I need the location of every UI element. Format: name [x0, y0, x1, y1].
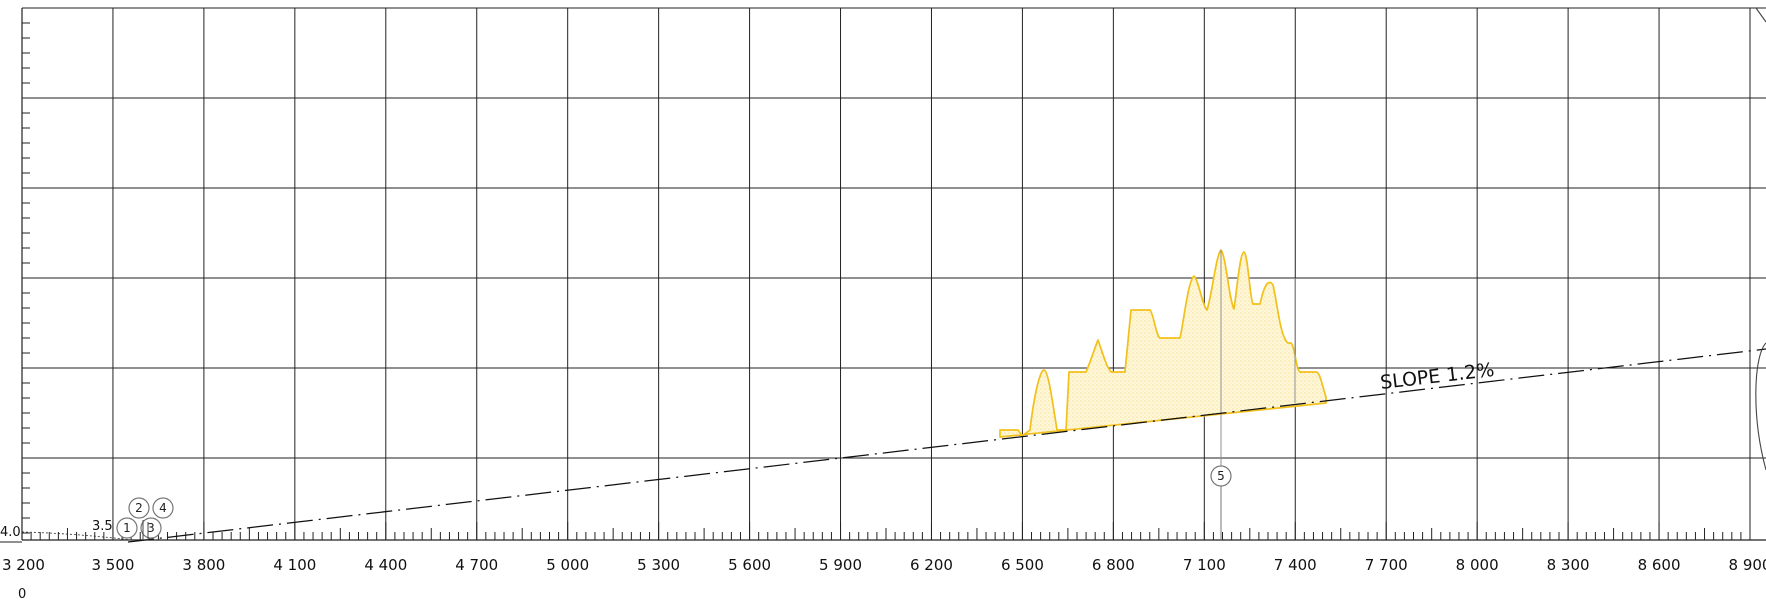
slope-line-group: SLOPE 1.2% [127, 348, 1766, 543]
right-edge-line [1755, 7, 1766, 23]
bottom-left-zero-label: 0 [18, 587, 26, 602]
right-edge-decor [1755, 7, 1766, 471]
callout-marker: 1 [116, 517, 138, 539]
x-tick-label: 6 800 [1092, 556, 1135, 574]
slope-label: SLOPE 1.2% [1379, 359, 1495, 394]
x-tick-label: 6 200 [910, 556, 953, 574]
x-tick-label: 5 000 [546, 556, 589, 574]
x-tick-label: 5 900 [819, 556, 862, 574]
x-tick-label: 7 700 [1365, 556, 1408, 574]
x-tick-label: 5 600 [728, 556, 771, 574]
left-curve-guide [21, 531, 141, 542]
callout-marker: 2 [128, 497, 150, 519]
callout-circle [140, 517, 162, 539]
x-tick-labels: 3 200 3 500 3 800 4 100 4 400 4 700 5 000 5 300… [2, 556, 1766, 574]
grid [0, 7, 1766, 543]
slope-line [127, 348, 1766, 543]
x-tick-label: 3 500 [91, 556, 134, 574]
callout-marker: 4 [152, 497, 174, 519]
profile-area-group [999, 249, 1327, 541]
y-left-label-lower: 3.5 [92, 519, 113, 534]
x-tick-label: 6 500 [1001, 556, 1044, 574]
callout-label: 1 [123, 521, 131, 535]
x-tick-label: 7 100 [1183, 556, 1226, 574]
x-tick-label: 8 300 [1547, 556, 1590, 574]
right-edge-arc [1755, 342, 1766, 471]
x-tick-label: 4 100 [273, 556, 316, 574]
x-tick-label: 8 900 [1729, 556, 1766, 574]
x-tick-label: 4 400 [364, 556, 407, 574]
profile-outline [999, 249, 1327, 438]
x-tick-label: 8 600 [1638, 556, 1681, 574]
callout-circle [128, 497, 150, 519]
x-tick-label: 8 000 [1456, 556, 1499, 574]
left-labels: 4.0 3.5 0 [0, 519, 113, 602]
callout-label: 4 [159, 501, 167, 515]
callout-label: 5 [1217, 469, 1225, 483]
callout-label: 3 [147, 521, 155, 535]
callout-marker: 3 [140, 517, 162, 539]
x-tick-label: 7 400 [1274, 556, 1317, 574]
x-tick-label: 5 300 [637, 556, 680, 574]
y-left-label-upper: 4.0 [0, 525, 21, 540]
x-tick-label: 4 700 [455, 556, 498, 574]
callout-label: 2 [135, 501, 143, 515]
x-tick-label: 3 800 [182, 556, 225, 574]
bottom-ruler [21, 522, 1751, 540]
x-tick-label: 3 200 [2, 556, 45, 574]
callout-circle [152, 497, 174, 519]
callout-marker: 5 [1210, 465, 1232, 487]
profile-area [1000, 250, 1326, 437]
left-ruler [22, 7, 36, 534]
callout-circle [116, 517, 138, 539]
